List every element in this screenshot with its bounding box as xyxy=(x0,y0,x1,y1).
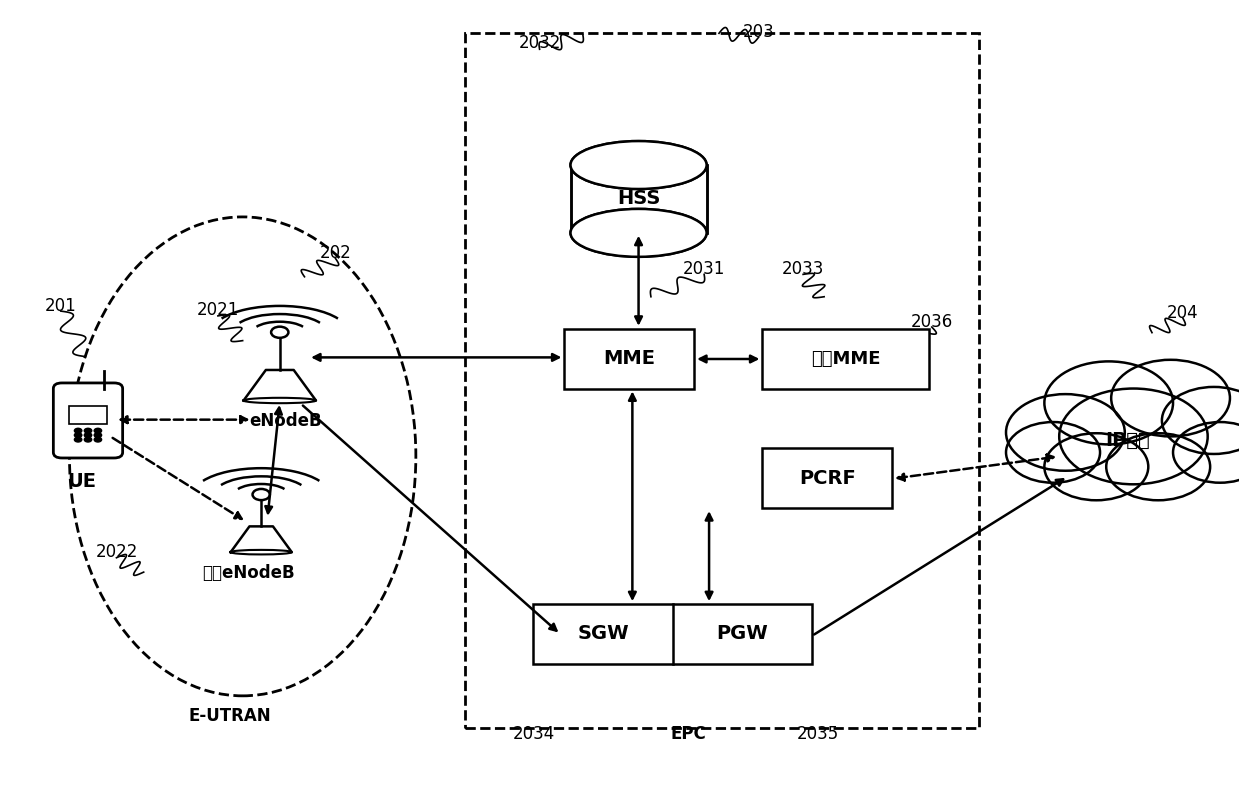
Ellipse shape xyxy=(570,209,707,257)
Text: SGW: SGW xyxy=(578,625,629,643)
Circle shape xyxy=(1162,387,1240,454)
Circle shape xyxy=(74,437,82,442)
Circle shape xyxy=(1006,394,1125,471)
Bar xyxy=(570,165,707,233)
Circle shape xyxy=(1111,360,1230,437)
Text: 2022: 2022 xyxy=(95,543,138,562)
Circle shape xyxy=(94,437,102,442)
Circle shape xyxy=(84,433,92,437)
Circle shape xyxy=(74,433,82,437)
Text: PCRF: PCRF xyxy=(799,469,856,488)
Polygon shape xyxy=(243,370,316,400)
Text: PGW: PGW xyxy=(717,625,769,643)
Text: 202: 202 xyxy=(320,244,351,262)
Ellipse shape xyxy=(570,141,707,189)
Circle shape xyxy=(253,489,270,500)
Circle shape xyxy=(84,437,92,442)
Text: 203: 203 xyxy=(743,22,775,41)
Circle shape xyxy=(1044,433,1148,501)
Text: IP业务: IP业务 xyxy=(1105,431,1149,450)
Text: 2032: 2032 xyxy=(518,34,560,52)
Bar xyxy=(564,328,694,388)
Ellipse shape xyxy=(243,398,316,403)
Circle shape xyxy=(1106,433,1210,501)
Text: EPC: EPC xyxy=(670,725,706,743)
Bar xyxy=(465,34,978,728)
Ellipse shape xyxy=(231,550,291,554)
Text: HSS: HSS xyxy=(616,190,660,208)
Text: 2031: 2031 xyxy=(683,260,725,278)
Ellipse shape xyxy=(570,141,707,189)
Circle shape xyxy=(74,429,82,433)
Polygon shape xyxy=(231,526,291,552)
Text: 2036: 2036 xyxy=(910,313,952,332)
Ellipse shape xyxy=(570,209,707,257)
Text: MME: MME xyxy=(604,349,655,368)
Bar xyxy=(763,449,893,509)
Text: 2021: 2021 xyxy=(197,301,239,320)
FancyBboxPatch shape xyxy=(53,383,123,458)
Circle shape xyxy=(94,429,102,433)
Text: UE: UE xyxy=(67,473,97,491)
Bar xyxy=(533,604,812,664)
Text: 204: 204 xyxy=(1167,304,1199,322)
Text: 201: 201 xyxy=(45,297,77,316)
Bar xyxy=(69,406,107,424)
Text: 2033: 2033 xyxy=(782,260,825,278)
Bar xyxy=(763,328,929,388)
Circle shape xyxy=(94,433,102,437)
Circle shape xyxy=(84,429,92,433)
Circle shape xyxy=(1006,422,1100,483)
Text: 其它MME: 其它MME xyxy=(811,349,880,368)
Text: 其它eNodeB: 其它eNodeB xyxy=(202,564,295,582)
Text: E-UTRAN: E-UTRAN xyxy=(188,706,272,725)
Circle shape xyxy=(1044,361,1173,445)
Text: 2034: 2034 xyxy=(512,725,554,743)
Text: 2035: 2035 xyxy=(797,725,839,743)
Text: eNodeB: eNodeB xyxy=(249,413,322,430)
Circle shape xyxy=(272,327,289,338)
Circle shape xyxy=(1059,388,1208,485)
Circle shape xyxy=(1173,422,1240,483)
